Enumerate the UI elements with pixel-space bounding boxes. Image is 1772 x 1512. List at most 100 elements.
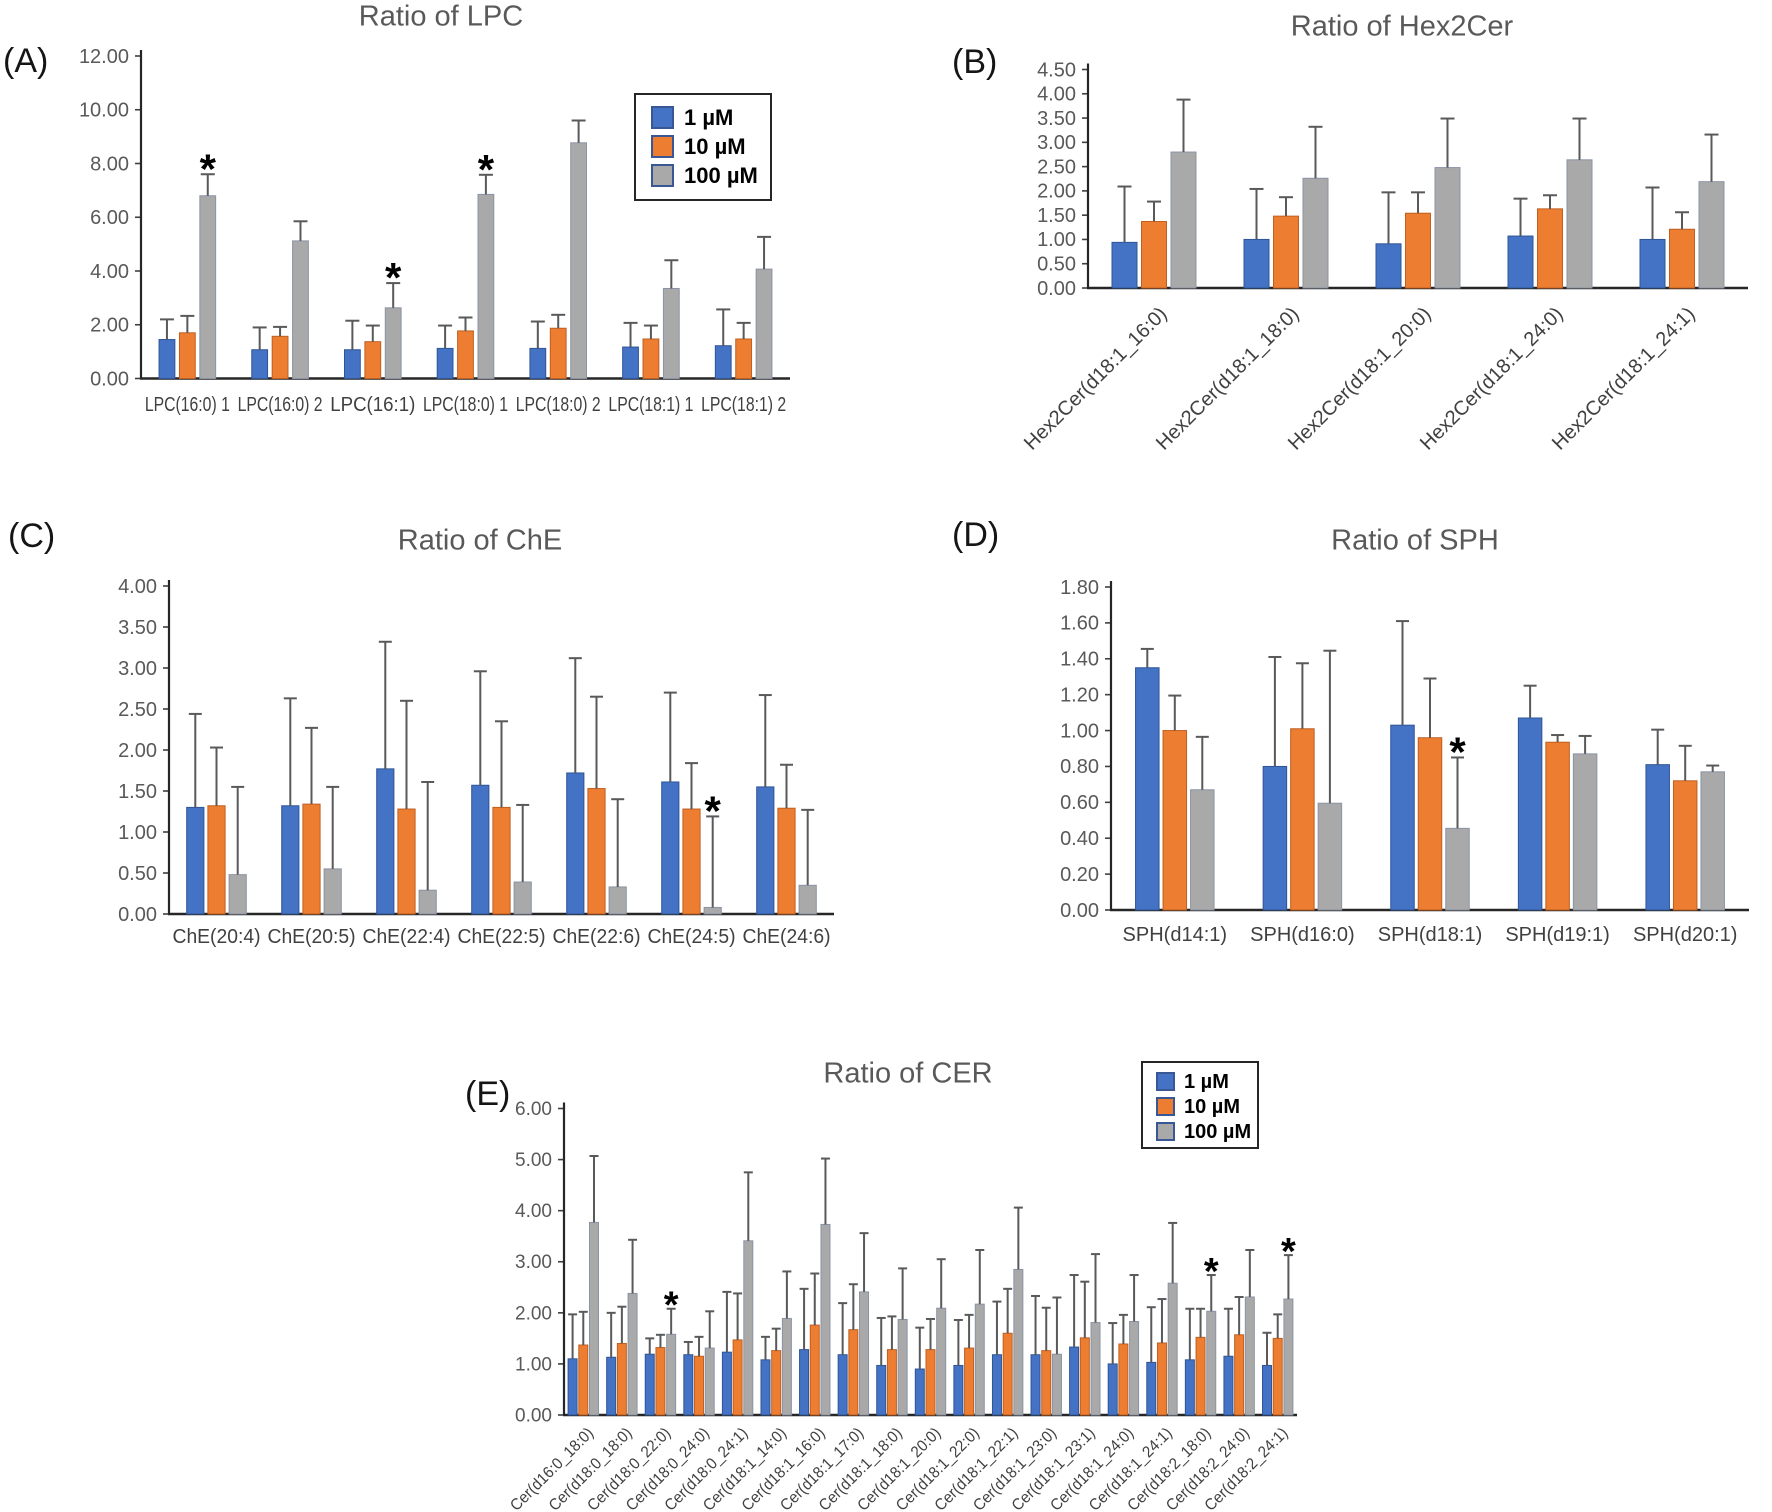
bar [771, 1350, 782, 1416]
ytick-label: 3.50 [118, 617, 157, 639]
legend-swatch-100um [651, 164, 674, 187]
legend-row-10um: 10 µM [651, 132, 770, 161]
bar [886, 1349, 897, 1416]
bar [1566, 159, 1593, 289]
ytick-label: 2.00 [1037, 181, 1076, 203]
bar [1206, 1310, 1217, 1416]
bar [616, 1342, 627, 1416]
category-label: ChE(24:6) [743, 926, 831, 948]
bar [1170, 151, 1197, 289]
ytick-label: 0.40 [1060, 828, 1099, 850]
bar [1243, 238, 1270, 289]
legend-label-100um: 100 µM [1184, 1120, 1252, 1143]
bar [1079, 1337, 1090, 1416]
bar [1283, 1298, 1294, 1416]
significance-asterisk: * [385, 254, 402, 301]
category-label: SPH(d14:1) [1123, 924, 1228, 946]
bar [1434, 167, 1461, 289]
bar [1507, 235, 1534, 289]
bar [1118, 1343, 1129, 1416]
bar [1107, 1363, 1118, 1416]
category-label: ChE(24:5) [648, 926, 736, 948]
bar [1002, 1332, 1013, 1416]
bar [991, 1354, 1002, 1416]
category-label: LPC(18:1) 2 [701, 394, 786, 416]
ytick-label: 1.00 [1060, 720, 1099, 742]
chart-title-d: Ratio of SPH [1331, 524, 1499, 557]
bar [760, 1359, 771, 1416]
bar [1272, 1337, 1283, 1416]
bar [914, 1368, 925, 1416]
panel-label-b: (B) [952, 43, 998, 81]
chart-title-a: Ratio of LPC [358, 0, 524, 33]
legend-row-100um: 100 µM [1156, 1119, 1257, 1144]
bar [1013, 1268, 1024, 1416]
ytick-label: 4.50 [1037, 59, 1076, 81]
panel-label-a: (A) [3, 42, 49, 80]
bar [1195, 1336, 1206, 1416]
bar [1537, 208, 1563, 289]
bar [1146, 1361, 1157, 1416]
category-label: ChE(22:5) [458, 926, 546, 948]
ytick-label: 4.00 [118, 576, 157, 598]
bar [683, 1354, 694, 1416]
bar [1167, 1282, 1178, 1416]
category-label: ChE(22:4) [363, 926, 451, 948]
legend-swatch-100um [1156, 1122, 1175, 1141]
ytick-label: 0.50 [1037, 254, 1076, 276]
bar [809, 1324, 820, 1416]
ytick-label: 2.50 [1037, 156, 1076, 178]
bar [743, 1240, 754, 1416]
legend-label-100um: 100 µM [684, 162, 758, 188]
legend-row-1um: 1 µM [1156, 1069, 1257, 1094]
bar [1698, 181, 1725, 289]
ytick-label: 6.00 [90, 207, 129, 229]
legend-swatch-1um [651, 106, 674, 129]
ytick-label: 5.00 [515, 1150, 552, 1171]
category-label: SPH(d18:1) [1378, 924, 1483, 946]
bar [1234, 1334, 1245, 1416]
bar [876, 1364, 887, 1416]
ytick-label: 1.50 [118, 781, 157, 803]
bar [644, 1353, 655, 1416]
ytick-label: 1.00 [515, 1354, 552, 1375]
bar [781, 1317, 792, 1416]
legend-swatch-10um [1156, 1097, 1175, 1116]
significance-asterisk: * [200, 145, 217, 192]
ytick-label: 3.00 [1037, 132, 1076, 154]
significance-asterisk: * [1204, 1251, 1219, 1293]
bar [694, 1355, 705, 1416]
bar [721, 1351, 732, 1416]
panel-label-e: (E) [465, 1075, 511, 1113]
ytick-label: 12.00 [79, 46, 129, 68]
ytick-label: 1.00 [118, 822, 157, 844]
category-label: SPH(d19:1) [1505, 924, 1610, 946]
ytick-label: 4.00 [90, 261, 129, 283]
ytick-label: 4.00 [1037, 84, 1076, 106]
category-label: LPC(18:0) 2 [516, 394, 601, 416]
bar [606, 1356, 617, 1416]
category-label: LPC(18:1) 1 [608, 394, 693, 416]
legend-row-100um: 100 µM [651, 161, 770, 190]
bar [820, 1223, 831, 1416]
bar [1156, 1342, 1167, 1416]
ytick-label: 1.40 [1060, 649, 1099, 671]
bar [925, 1349, 936, 1416]
bar [655, 1347, 666, 1416]
legend-label-10um: 10 µM [684, 133, 746, 159]
bar [732, 1339, 743, 1416]
bar [704, 1347, 715, 1416]
ytick-label: 0.50 [118, 863, 157, 885]
bar [578, 1344, 589, 1416]
ytick-label: 0.00 [90, 368, 129, 390]
legend-row-10um: 10 µM [1156, 1094, 1257, 1119]
bar [1669, 228, 1695, 289]
panel-label-d: (D) [952, 516, 1000, 554]
legend-e: 1 µM 10 µM 100 µM [1141, 1061, 1259, 1149]
bar [936, 1307, 947, 1416]
bar [588, 1221, 599, 1416]
